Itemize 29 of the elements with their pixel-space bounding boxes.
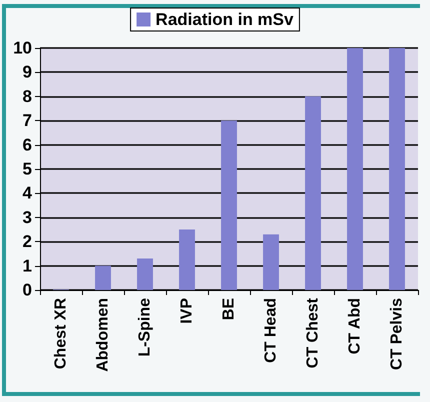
y-tick-label: 9: [22, 62, 32, 82]
bar: [179, 230, 195, 290]
x-tick-label: L-Spine: [136, 298, 154, 357]
y-tick-label: 6: [22, 135, 32, 154]
y-tick-label: 5: [22, 160, 32, 178]
y-tick-label: 1: [22, 256, 32, 276]
x-tick-label: Chest XR: [52, 298, 70, 370]
y-tick-label: 10: [13, 38, 32, 58]
legend-label: Radiation in mSv: [156, 10, 294, 29]
x-tick-label: CT Chest: [304, 297, 322, 368]
x-tick-label: CT Pelvis: [388, 298, 406, 370]
x-tick-label: BE: [220, 298, 238, 320]
y-tick-label: 2: [22, 232, 32, 252]
x-tick-label: Abdomen: [94, 298, 112, 372]
bar: [137, 258, 153, 290]
y-tick-label: 0: [22, 280, 32, 300]
x-tick-label: CT Abd: [346, 298, 364, 354]
y-tick-label: 8: [22, 86, 32, 106]
bar: [221, 120, 237, 290]
bar: [305, 96, 321, 290]
y-tick-label: 4: [22, 184, 33, 203]
bar: [389, 48, 405, 290]
bar: [263, 234, 279, 290]
x-tick-label: IVP: [178, 298, 196, 324]
bar: [347, 48, 363, 290]
bar: [95, 266, 111, 290]
y-tick-label: 3: [22, 208, 32, 227]
x-tick-label: CT Head: [262, 298, 280, 363]
y-tick-label: 7: [22, 111, 32, 130]
